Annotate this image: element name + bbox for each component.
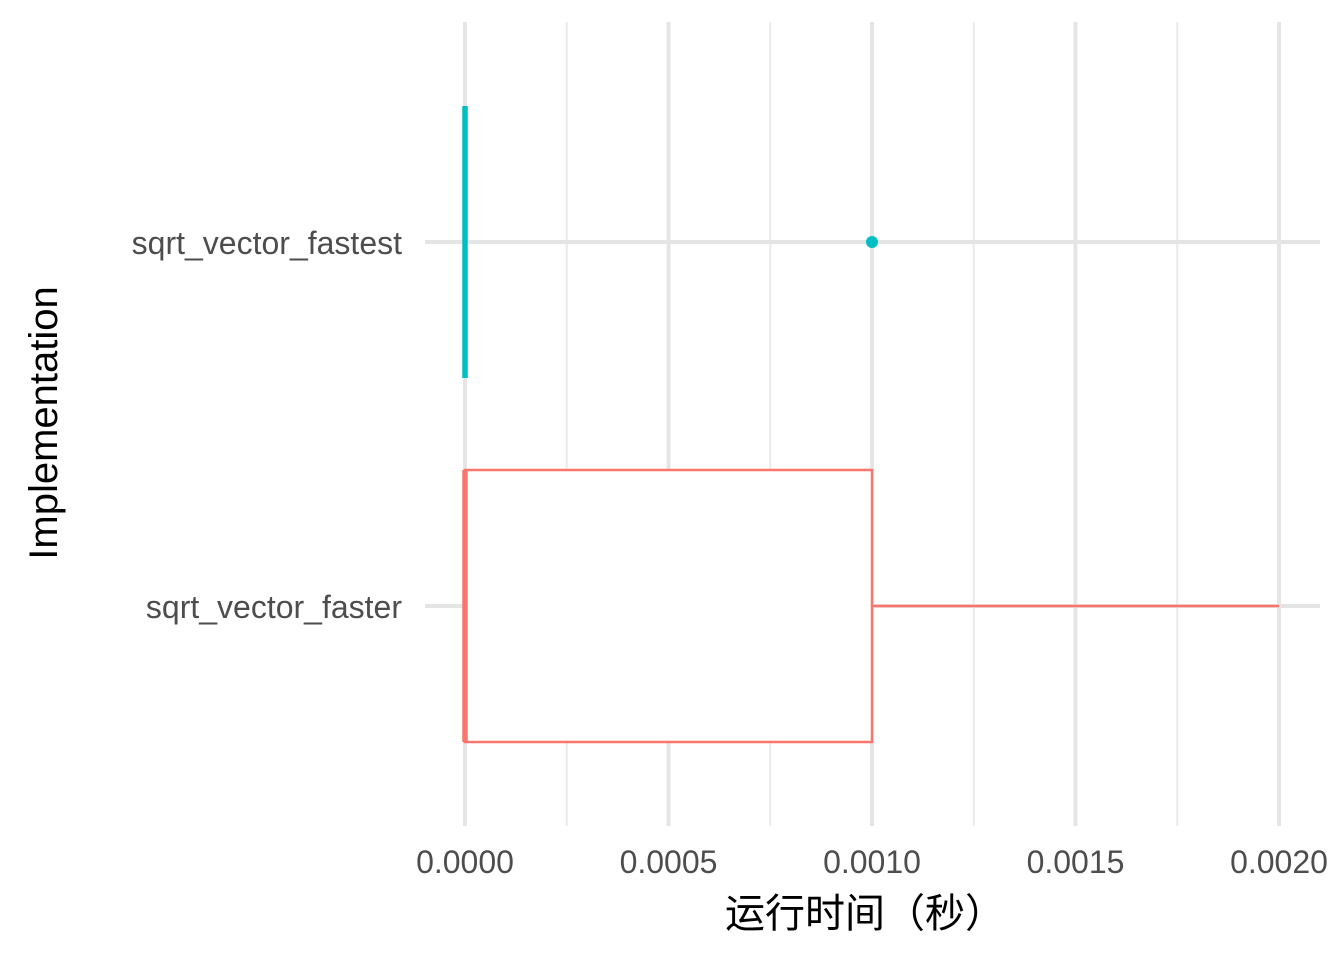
y-axis-title: Implementation bbox=[22, 286, 66, 559]
x-tick-label: 0.0020 bbox=[1230, 844, 1328, 880]
y-tick-label: sqrt_vector_fastest bbox=[132, 225, 402, 261]
outlier-point bbox=[866, 236, 878, 248]
x-axis-title: 运行时间（秒） bbox=[725, 892, 1005, 936]
box-iqr bbox=[463, 468, 874, 744]
y-tick-labels: sqrt_vector_fastest sqrt_vector_faster bbox=[132, 225, 403, 625]
y-tick-label: sqrt_vector_faster bbox=[146, 589, 402, 625]
x-tick-labels: 0.0000 0.0005 0.0010 0.0015 0.0020 bbox=[416, 844, 1328, 880]
boxplot-sqrt-vector-faster bbox=[462, 468, 1279, 744]
x-tick-label: 0.0005 bbox=[620, 844, 718, 880]
x-tick-label: 0.0010 bbox=[823, 844, 921, 880]
x-tick-label: 0.0000 bbox=[416, 844, 514, 880]
x-tick-label: 0.0015 bbox=[1027, 844, 1125, 880]
boxplot-sqrt-vector-fastest bbox=[462, 106, 878, 378]
boxplot-marks bbox=[462, 106, 1279, 744]
